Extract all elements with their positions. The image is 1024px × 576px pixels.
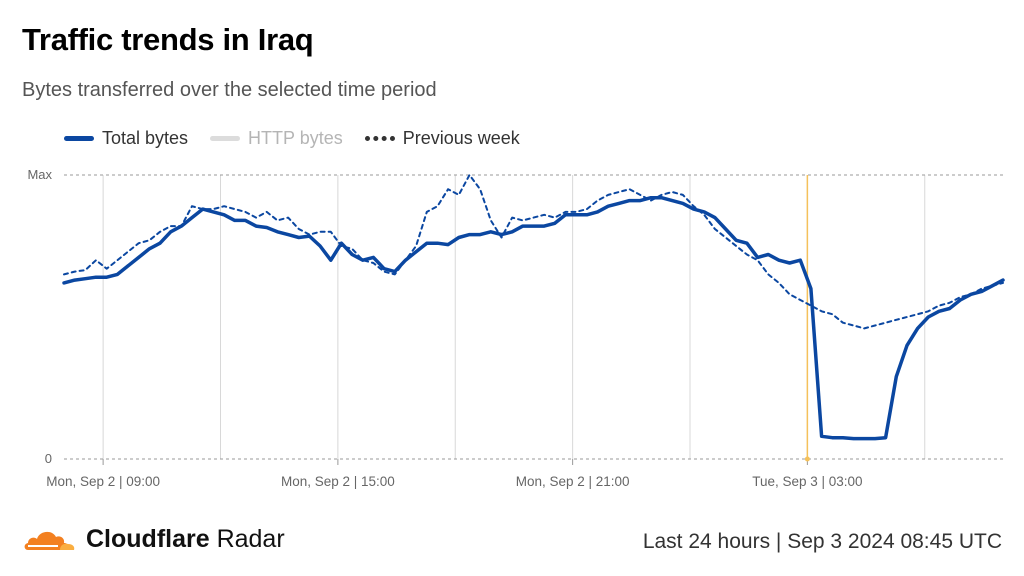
- legend-swatch-total-bytes: [64, 136, 94, 141]
- series-line-previous-week: [63, 174, 1004, 330]
- x-tick-label: Mon, Sep 2 | 09:00: [46, 474, 160, 489]
- x-tick-label: Tue, Sep 3 | 03:00: [752, 474, 862, 489]
- legend-label-previous-week: Previous week: [402, 128, 520, 148]
- x-tick-label: Mon, Sep 2 | 15:00: [281, 474, 395, 489]
- x-tick-label: Mon, Sep 2 | 21:00: [516, 474, 630, 489]
- chart-legend: Total bytes HTTP bytes Previous week: [64, 128, 542, 149]
- legend-item-previous-week[interactable]: Previous week: [364, 128, 520, 149]
- y-tick-label-max: Max: [27, 167, 52, 182]
- cloudflare-logo-icon: [24, 531, 75, 550]
- brand-name: Cloudflare Radar: [86, 524, 285, 553]
- legend-item-total-bytes[interactable]: Total bytes: [64, 128, 188, 149]
- legend-swatch-http-bytes: [210, 136, 241, 141]
- legend-label-total-bytes: Total bytes: [102, 128, 189, 148]
- legend-swatch-previous-week: [364, 136, 395, 141]
- legend-label-http-bytes: HTTP bytes: [248, 128, 343, 148]
- legend-item-http-bytes[interactable]: HTTP bytes: [210, 128, 343, 149]
- chart-subtitle: Bytes transferred over the selected time…: [22, 79, 437, 101]
- time-range-label: Last 24 hours | Sep 3 2024 08:45 UTC: [642, 530, 1002, 553]
- y-tick-label-zero: 0: [45, 451, 52, 466]
- chart-title: Traffic trends in Iraq: [22, 22, 314, 57]
- cloudflare-radar-brand: Cloudflare Radar: [22, 524, 285, 554]
- traffic-line-chart[interactable]: Max 0 Mon, Sep 2 | 09:00 Mon, Sep 2 | 15:00…: [0, 160, 1024, 500]
- marker-dot: [804, 456, 810, 462]
- series-line-total-bytes: [62, 195, 1005, 441]
